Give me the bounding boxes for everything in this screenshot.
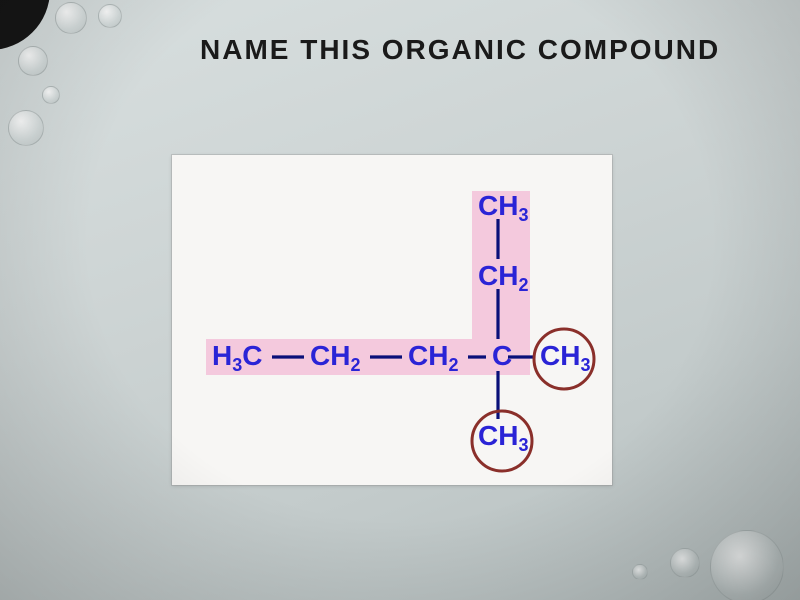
decor-bubble — [55, 2, 87, 34]
structure-svg: H3CCH2CH2CCH3CH2CH3CH3 — [172, 155, 612, 485]
decor-bubble — [42, 86, 60, 104]
decor-bubble — [710, 530, 784, 600]
decor-bubble — [8, 110, 44, 146]
slide-canvas: NAME THIS ORGANIC COMPOUND H3CCH2CH2CCH3… — [0, 0, 800, 600]
atom-label: C — [492, 340, 512, 371]
decor-bubble — [632, 564, 648, 580]
atom-label: CH3 — [540, 340, 590, 375]
slide-title: NAME THIS ORGANIC COMPOUND — [200, 34, 800, 66]
decor-bubble — [18, 46, 48, 76]
atom-label: CH3 — [478, 420, 528, 455]
decor-dark-arc — [0, 0, 50, 50]
decor-bubble — [670, 548, 700, 578]
decor-bubble — [98, 4, 122, 28]
structure-diagram-panel: H3CCH2CH2CCH3CH2CH3CH3 — [172, 155, 612, 485]
